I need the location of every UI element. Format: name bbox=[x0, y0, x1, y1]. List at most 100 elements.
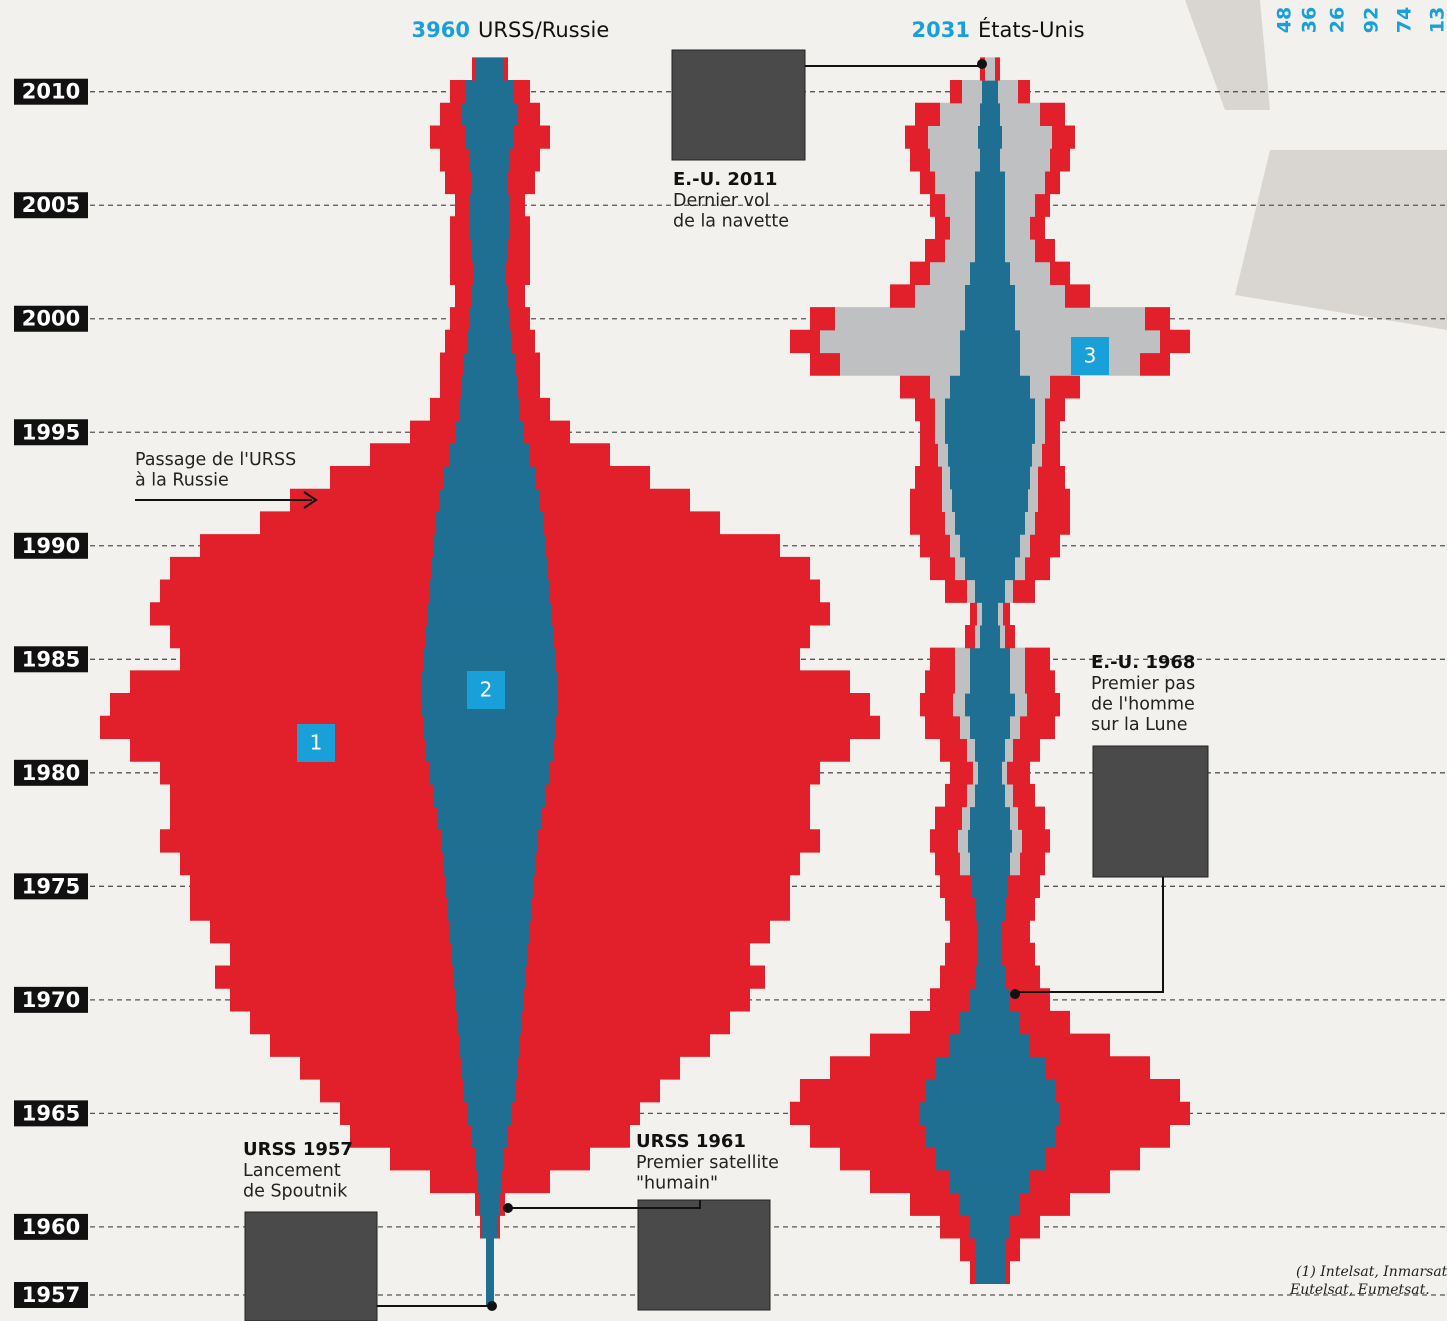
annotation-text: Premier pas bbox=[1091, 674, 1195, 694]
leader-dot bbox=[487, 1301, 497, 1311]
bar-segment bbox=[970, 716, 1010, 739]
y-tick-label: 1957 bbox=[22, 1283, 80, 1307]
bar-segment bbox=[456, 421, 524, 444]
annotation-text: sur la Lune bbox=[1091, 715, 1188, 735]
bar-segment bbox=[982, 80, 998, 103]
bar-segment bbox=[430, 580, 550, 603]
bar-segment bbox=[972, 875, 1008, 898]
y-tick-label: 1985 bbox=[22, 647, 80, 671]
bar-segment bbox=[945, 421, 1035, 444]
bar-segment bbox=[965, 307, 1015, 330]
bar-segment bbox=[980, 148, 1000, 171]
bar-segment bbox=[968, 829, 1012, 852]
photo bbox=[1093, 746, 1208, 877]
annotation-text: "humain" bbox=[636, 1174, 718, 1194]
bar-segment bbox=[442, 829, 538, 852]
bar-segment bbox=[476, 57, 504, 80]
bar-segment bbox=[935, 1147, 1045, 1170]
bar-segment bbox=[975, 580, 1005, 603]
bar-segment bbox=[950, 1170, 1030, 1193]
bar-segment bbox=[960, 534, 1020, 557]
y-tick-label: 1995 bbox=[22, 420, 80, 444]
bar-segment bbox=[978, 943, 1002, 966]
bar-segment bbox=[482, 1215, 498, 1238]
annotation-title: URSS 1961 bbox=[636, 1131, 746, 1152]
bar-segment bbox=[464, 352, 516, 375]
bar-segment bbox=[975, 965, 1005, 988]
bar-segment bbox=[472, 239, 508, 262]
bar-segment bbox=[454, 965, 526, 988]
bar-segment bbox=[965, 693, 1015, 716]
leader-dot bbox=[503, 1203, 513, 1213]
annotation-text: de Spoutnik bbox=[243, 1182, 348, 1202]
bar-segment bbox=[472, 284, 508, 307]
y-tick-label: 1965 bbox=[22, 1101, 80, 1125]
bar-segment bbox=[935, 1056, 1045, 1079]
bar-segment bbox=[458, 1011, 522, 1034]
bar-segment bbox=[975, 239, 1005, 262]
bar-segment bbox=[950, 1034, 1030, 1057]
bar-segment bbox=[970, 988, 1010, 1011]
bar-segment bbox=[430, 761, 550, 784]
bar-segment bbox=[960, 1011, 1020, 1034]
annotation-text: Premier satellite bbox=[636, 1153, 779, 1173]
bar-segment bbox=[448, 897, 532, 920]
bar-segment bbox=[970, 807, 1010, 830]
y-tick-label: 1970 bbox=[22, 988, 80, 1012]
bar-segment bbox=[424, 716, 556, 739]
bar-segment bbox=[432, 557, 548, 580]
bar-segment bbox=[468, 330, 512, 353]
bar-segment bbox=[476, 1147, 504, 1170]
bar-segment bbox=[975, 216, 1005, 239]
bar-segment bbox=[450, 443, 530, 466]
annotation-title: E.-U. 2011 bbox=[673, 169, 777, 190]
bar-segment bbox=[960, 352, 1020, 375]
annotation-text: de l'homme bbox=[1091, 695, 1195, 715]
bar-segment bbox=[424, 648, 556, 671]
footnote: Eutelsat, Eumetsat. bbox=[1289, 1282, 1430, 1298]
annotation-text: Lancement bbox=[243, 1161, 341, 1181]
bar-segment bbox=[474, 262, 506, 285]
bar-segment bbox=[975, 784, 1005, 807]
photo bbox=[672, 50, 805, 160]
bar-segment bbox=[970, 852, 1010, 875]
panel-total: 2031 bbox=[912, 18, 970, 42]
bar-segment bbox=[920, 1102, 1060, 1125]
bar-segment bbox=[434, 784, 546, 807]
bar-segment bbox=[462, 1056, 518, 1079]
bar-segment bbox=[460, 398, 520, 421]
bar-segment bbox=[440, 489, 540, 512]
bar-segment bbox=[460, 1034, 520, 1057]
y-tick-label: 1975 bbox=[22, 874, 80, 898]
bar-segment bbox=[466, 80, 514, 103]
annotation-title: E.-U. 1968 bbox=[1091, 652, 1195, 673]
leader-dot bbox=[1010, 989, 1020, 999]
bar-segment bbox=[970, 648, 1010, 671]
bar-segment bbox=[426, 738, 554, 761]
bar-segment bbox=[434, 534, 546, 557]
panel-name: États-Unis bbox=[978, 17, 1085, 42]
bar-segment bbox=[470, 148, 510, 171]
bar-segment bbox=[464, 1079, 516, 1102]
footnote: (1) Intelsat, Inmarsat, bbox=[1296, 1264, 1447, 1280]
side-header: 92 bbox=[1361, 7, 1383, 33]
bar-segment bbox=[466, 125, 514, 148]
annotation-text: de la navette bbox=[673, 212, 789, 232]
photo bbox=[638, 1200, 770, 1310]
bar-segment bbox=[468, 1102, 512, 1125]
side-header: 48 bbox=[1274, 7, 1296, 33]
bar-segment bbox=[975, 171, 1005, 194]
marker-label: 3 bbox=[1084, 344, 1097, 368]
background-shape bbox=[1235, 150, 1447, 330]
bar-segment bbox=[955, 511, 1025, 534]
bar-segment bbox=[975, 1238, 1005, 1261]
bar-segment bbox=[438, 807, 542, 830]
bar-segment bbox=[470, 216, 510, 239]
annotation-text: à la Russie bbox=[135, 471, 229, 491]
marker-label: 2 bbox=[480, 678, 493, 702]
y-tick-label: 1980 bbox=[22, 761, 80, 785]
side-header: 13 bbox=[1427, 7, 1447, 33]
bar-segment bbox=[472, 1124, 508, 1147]
bar-segment bbox=[478, 1170, 502, 1193]
leader-dot bbox=[977, 59, 987, 69]
